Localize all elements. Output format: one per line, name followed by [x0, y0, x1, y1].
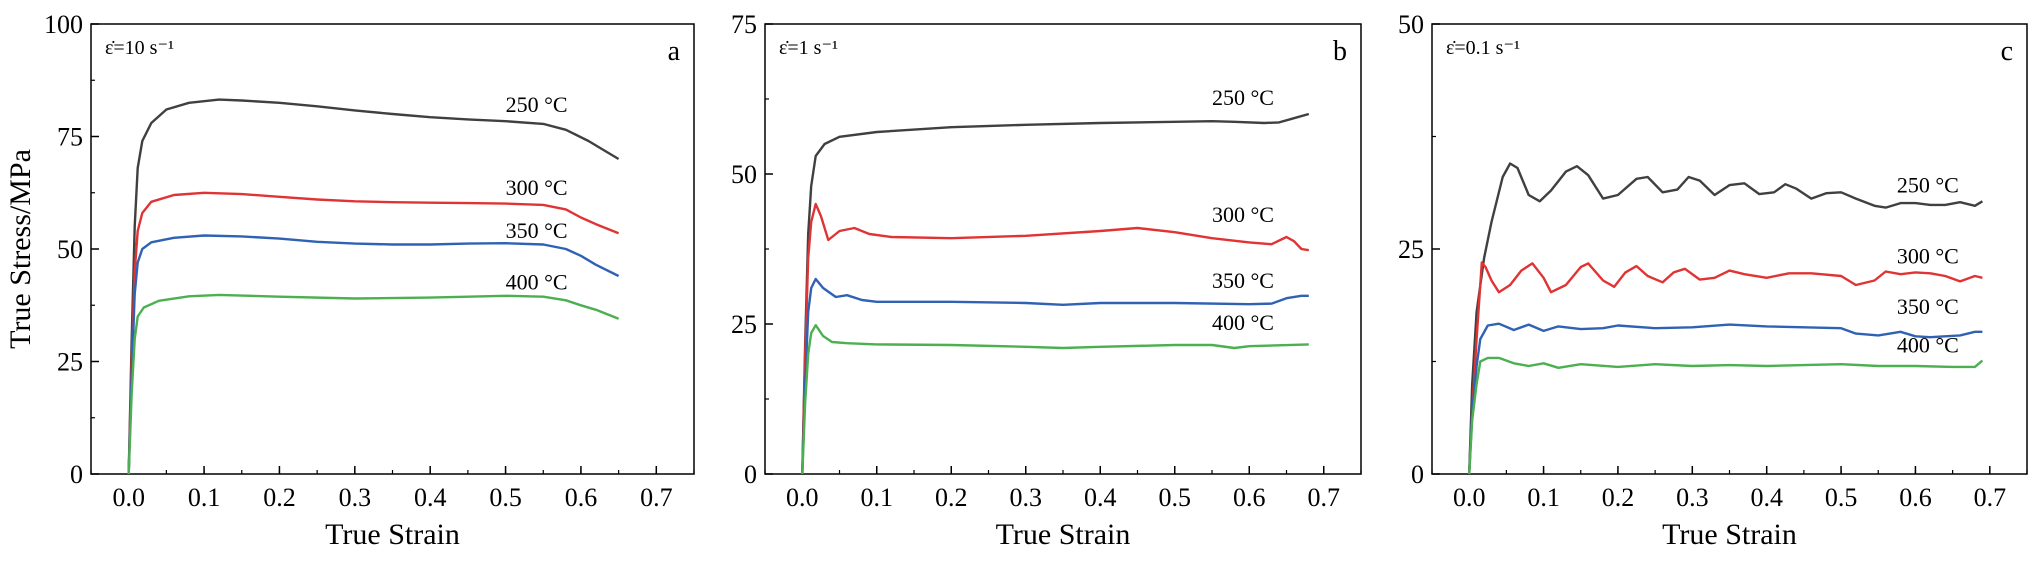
chart-panel-c: 0.0 0.1 0.2 0.3 0.4 0.5 0.6 0.7 0 25 50 True Strain… [1398, 10, 2028, 551]
chart-panel-b: 0.0 0.1 0.2 0.3 0.4 0.5 0.6 0.7 0 25 50 75 True Stra… [731, 10, 1362, 551]
x-tick-label: 0.0 [112, 483, 145, 512]
x-tick-label: 0.7 [640, 483, 673, 512]
x-tick-label: 0.6 [1899, 483, 1932, 512]
series-label: 300 °C [1897, 243, 1959, 268]
y-tick-label: 75 [731, 10, 757, 39]
x-tick-label: 0.6 [565, 483, 598, 512]
y-tick-label: 25 [57, 348, 83, 377]
series-label: 400 °C [506, 270, 568, 295]
series-label: 250 °C [1212, 85, 1274, 110]
series-line-300c [801, 202, 1309, 475]
series-line-350c [127, 234, 620, 475]
strain-rate-label: ε̇=10 s⁻¹ [105, 37, 174, 59]
x-axis-title: True Strain [1662, 518, 1797, 551]
series-label: 300 °C [506, 175, 568, 200]
x-tick-label: 0.4 [1750, 483, 1783, 512]
y-tick-label: 100 [44, 10, 83, 39]
y-tick-label: 50 [57, 235, 83, 264]
series-label: 250 °C [1897, 172, 1959, 197]
series-line-350c [1468, 322, 1983, 475]
x-tick-label: 0.3 [1676, 483, 1709, 512]
y-tick-label: 50 [1398, 10, 1424, 39]
panel-letter: b [1333, 36, 1347, 67]
series-line-300c [127, 191, 620, 475]
series-line-250c [1468, 162, 1984, 475]
series-label: 350 °C [1212, 268, 1274, 293]
x-axis-title: True Strain [996, 518, 1131, 551]
x-tick-label: 0.6 [1233, 483, 1266, 512]
x-tick-label: 0.1 [1527, 483, 1560, 512]
y-tick-label: 25 [1398, 235, 1424, 264]
series-label: 350 °C [1897, 294, 1959, 319]
series-label: 400 °C [1897, 333, 1959, 358]
x-tick-label: 0.5 [1825, 483, 1858, 512]
series-line-350c [801, 277, 1309, 475]
x-tick-label: 0.5 [489, 483, 522, 512]
y-tick-label: 0 [744, 460, 757, 489]
x-tick-label: 0.3 [1010, 483, 1043, 512]
series-line-250c [801, 112, 1310, 475]
x-tick-label: 0.2 [1602, 483, 1635, 512]
x-tick-label: 0.5 [1159, 483, 1192, 512]
series-line-400c [1468, 356, 1984, 475]
y-tick-label: 50 [731, 160, 757, 189]
strain-rate-label: ε̇=1 s⁻¹ [779, 37, 838, 59]
y-tick-label: 75 [57, 123, 83, 152]
x-tick-label: 0.7 [1308, 483, 1341, 512]
y-tick-label: 0 [1411, 460, 1424, 489]
x-tick-label: 0.0 [786, 483, 819, 512]
strain-rate-label: ε̇=0.1 s⁻¹ [1446, 37, 1520, 59]
x-axis-title: True Strain [325, 518, 460, 551]
series-line-250c [127, 98, 620, 475]
x-tick-label: 0.7 [1974, 483, 2007, 512]
panel-letter: a [668, 36, 681, 67]
series-line-400c [127, 293, 620, 475]
x-tick-label: 0.3 [339, 483, 372, 512]
y-tick-label: 25 [731, 310, 757, 339]
x-tick-label: 0.2 [263, 483, 296, 512]
series-label: 250 °C [506, 92, 568, 117]
x-tick-label: 0.0 [1453, 483, 1486, 512]
x-tick-label: 0.1 [861, 483, 894, 512]
series-label: 350 °C [506, 218, 568, 243]
plot-frame [90, 23, 695, 475]
series-line-400c [801, 324, 1309, 475]
series-label: 400 °C [1212, 310, 1274, 335]
series-label: 300 °C [1212, 202, 1274, 227]
x-tick-label: 0.2 [935, 483, 968, 512]
panel-letter: c [2001, 36, 2013, 67]
chart-panel-a: 0.0 0.1 0.2 0.3 0.4 0.5 0.6 0.7 0 25 50 75 100 True S… [4, 10, 695, 551]
series-line-300c [1468, 261, 1983, 475]
y-axis-title: True Stress/MPa [4, 149, 37, 349]
x-tick-label: 0.1 [188, 483, 221, 512]
x-tick-label: 0.4 [1084, 483, 1117, 512]
y-tick-label: 0 [70, 460, 83, 489]
x-tick-label: 0.4 [414, 483, 447, 512]
